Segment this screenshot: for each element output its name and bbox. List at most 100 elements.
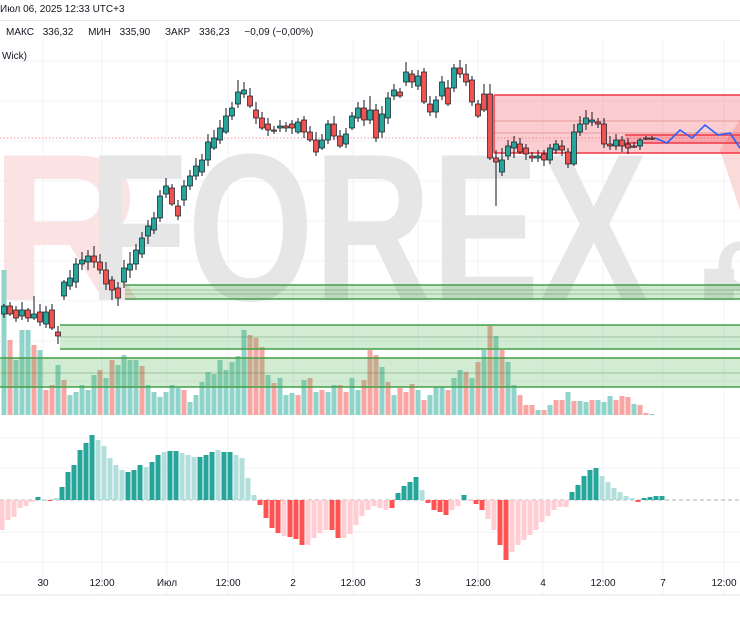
- candle: [91, 246, 97, 268]
- histogram-bar: [359, 500, 365, 516]
- candle: [415, 70, 421, 90]
- histogram-bar: [503, 500, 509, 560]
- histogram-bar: [425, 500, 431, 503]
- candle: [349, 112, 355, 130]
- histogram-bar: [347, 500, 353, 534]
- volume-bar: [139, 366, 145, 415]
- volume-bar: [517, 395, 523, 415]
- candle: [115, 282, 121, 306]
- candle: [649, 136, 655, 140]
- candle: [307, 126, 313, 142]
- histogram-bar: [83, 443, 89, 500]
- histogram-bar: [275, 500, 281, 533]
- volume-bar: [301, 380, 307, 415]
- header-datetime: Июл 06, 2025 12:33 UTC+3: [0, 4, 125, 15]
- histogram-bar: [161, 452, 167, 500]
- volume-bar: [499, 350, 505, 415]
- volume-bar: [553, 400, 559, 415]
- time-axis-tick: 3: [415, 578, 421, 589]
- histogram-bar: [71, 465, 77, 500]
- histogram-bar: [479, 500, 485, 510]
- volume-bar: [355, 390, 361, 415]
- supply-demand-zones[interactable]: [0, 94, 740, 388]
- candle: [313, 132, 319, 156]
- candle: [463, 64, 469, 86]
- volume-bar: [523, 405, 529, 415]
- histogram-bar: [389, 500, 395, 508]
- histogram-bar: [611, 488, 617, 500]
- histogram-bar: [599, 476, 605, 500]
- histogram-bar: [77, 450, 83, 500]
- volume-bar: [187, 402, 193, 415]
- volume-bar: [391, 395, 397, 415]
- low-label: МИН: [88, 27, 111, 38]
- histogram-bar: [545, 500, 551, 516]
- demand-zone[interactable]: [125, 284, 740, 300]
- candle: [13, 306, 19, 322]
- volume-bar: [115, 365, 121, 415]
- histogram-bar: [401, 486, 407, 500]
- candle: [37, 304, 43, 326]
- time-axis-tick: 12:00: [711, 578, 736, 589]
- candle: [559, 140, 565, 156]
- histogram-bar: [287, 500, 293, 537]
- volume-bar: [73, 392, 79, 415]
- time-axis[interactable]: 30 12:00 Июл 12:00 2 12:00 3 12:00 4 12:00 7 12:00: [37, 578, 737, 589]
- volume-bar: [433, 387, 439, 415]
- histogram-bar: [191, 457, 197, 500]
- histogram-bar: [323, 500, 329, 530]
- histogram-bar: [605, 482, 611, 500]
- volume-bar: [199, 382, 205, 415]
- volume-bar: [397, 388, 403, 415]
- candle: [223, 108, 229, 134]
- candle: [397, 88, 403, 98]
- histogram-bar: [659, 496, 665, 500]
- histogram-bar: [0, 500, 5, 530]
- candle: [97, 254, 103, 274]
- volume-bar: [121, 355, 127, 415]
- demand-zone[interactable]: [0, 357, 740, 388]
- histogram-bar: [581, 476, 587, 500]
- volume-bar: [529, 405, 535, 415]
- histogram-bar: [473, 500, 479, 504]
- demand-zone[interactable]: [60, 324, 740, 350]
- ohlc-legend: МАКС 336,32 МИН 335,90 ЗАКР 336,23 −0,09…: [6, 27, 319, 38]
- indicator-label[interactable]: Wick): [2, 51, 27, 62]
- histogram-bar: [29, 500, 35, 502]
- volume-bar: [205, 372, 211, 415]
- histogram-bar: [629, 498, 635, 500]
- candle: [535, 150, 541, 162]
- histogram-bar: [53, 498, 59, 500]
- candle: [373, 104, 379, 142]
- volume-bar: [475, 362, 481, 415]
- candle: [601, 118, 607, 148]
- volume-bar: [43, 390, 49, 415]
- histogram-bar: [167, 451, 173, 500]
- volume-bar: [457, 370, 463, 415]
- volume-bar: [7, 340, 13, 415]
- histogram-bar: [293, 500, 299, 539]
- volume-bar: [55, 365, 61, 415]
- candle: [577, 116, 583, 136]
- candle: [241, 82, 247, 98]
- histogram-bar: [101, 446, 107, 500]
- histogram-bar: [107, 458, 113, 500]
- histogram-bar: [623, 496, 629, 500]
- candle: [109, 276, 115, 300]
- candle: [451, 64, 457, 92]
- volume-bar: [481, 350, 487, 415]
- histogram-bar: [239, 458, 245, 500]
- histogram-bar: [329, 500, 335, 530]
- candle: [421, 68, 427, 104]
- candle: [175, 200, 181, 220]
- histogram-bar: [449, 500, 455, 510]
- volume-bar: [175, 388, 181, 415]
- volume-bar: [313, 392, 319, 415]
- histogram-bar: [515, 500, 521, 545]
- volume-bar: [103, 378, 109, 415]
- candle: [511, 136, 517, 158]
- candle: [103, 262, 109, 290]
- candle: [19, 302, 25, 320]
- histogram-bar: [533, 500, 539, 530]
